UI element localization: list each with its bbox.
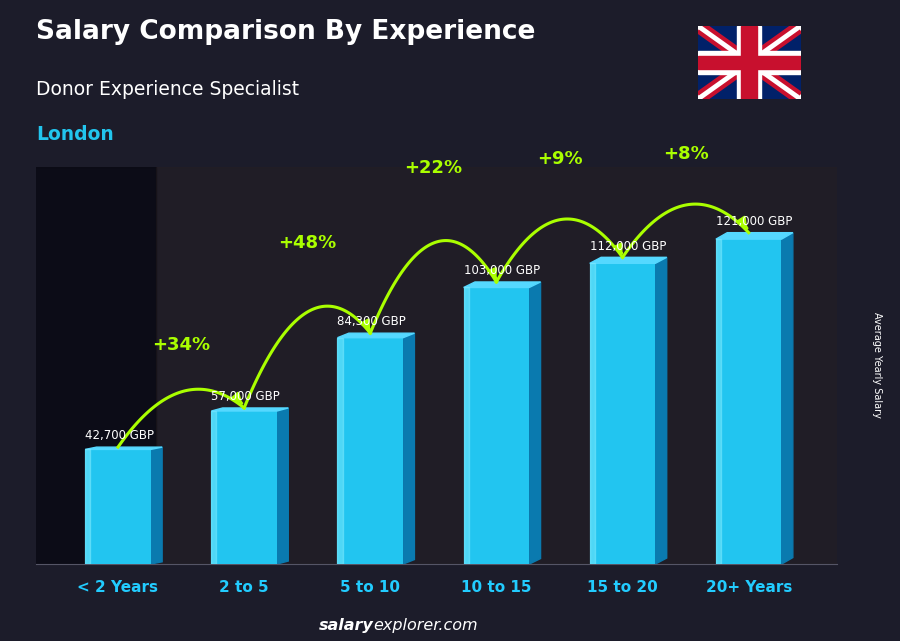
Text: 84,300 GBP: 84,300 GBP <box>338 315 406 328</box>
Polygon shape <box>464 282 541 288</box>
Text: Average Yearly Salary: Average Yearly Salary <box>872 312 883 419</box>
Text: +8%: +8% <box>662 145 708 163</box>
Bar <box>464 288 529 564</box>
Text: 121,000 GBP: 121,000 GBP <box>716 215 792 228</box>
Text: 112,000 GBP: 112,000 GBP <box>590 240 666 253</box>
Polygon shape <box>338 338 343 564</box>
Text: +22%: +22% <box>404 159 463 177</box>
Text: 103,000 GBP: 103,000 GBP <box>464 264 540 277</box>
Text: +34%: +34% <box>152 337 210 354</box>
Text: Donor Experience Specialist: Donor Experience Specialist <box>36 80 299 99</box>
Bar <box>742 26 757 99</box>
Text: +9%: +9% <box>536 150 582 168</box>
Text: +48%: +48% <box>278 234 337 252</box>
Bar <box>698 51 801 74</box>
Polygon shape <box>655 257 667 564</box>
Bar <box>212 411 277 564</box>
Polygon shape <box>151 447 162 564</box>
Text: Salary Comparison By Experience: Salary Comparison By Experience <box>36 19 536 46</box>
Polygon shape <box>716 239 721 564</box>
Bar <box>590 263 655 564</box>
Polygon shape <box>86 447 162 449</box>
Text: explorer.com: explorer.com <box>374 619 478 633</box>
Polygon shape <box>403 333 414 564</box>
Bar <box>737 26 761 99</box>
Bar <box>156 167 850 564</box>
Text: London: London <box>36 125 113 144</box>
Polygon shape <box>781 233 793 564</box>
Polygon shape <box>529 282 541 564</box>
Polygon shape <box>338 333 414 338</box>
Polygon shape <box>277 408 288 564</box>
Polygon shape <box>86 449 90 564</box>
Polygon shape <box>212 411 216 564</box>
Polygon shape <box>590 257 667 263</box>
Bar <box>86 449 151 564</box>
Bar <box>0 167 156 564</box>
Bar <box>338 338 403 564</box>
Bar <box>716 239 781 564</box>
Text: 57,000 GBP: 57,000 GBP <box>212 390 280 403</box>
Polygon shape <box>716 233 793 239</box>
Polygon shape <box>590 263 595 564</box>
Polygon shape <box>212 408 288 411</box>
Bar <box>698 56 801 69</box>
Polygon shape <box>464 288 469 564</box>
Text: 42,700 GBP: 42,700 GBP <box>86 429 154 442</box>
Text: salary: salary <box>319 619 373 633</box>
